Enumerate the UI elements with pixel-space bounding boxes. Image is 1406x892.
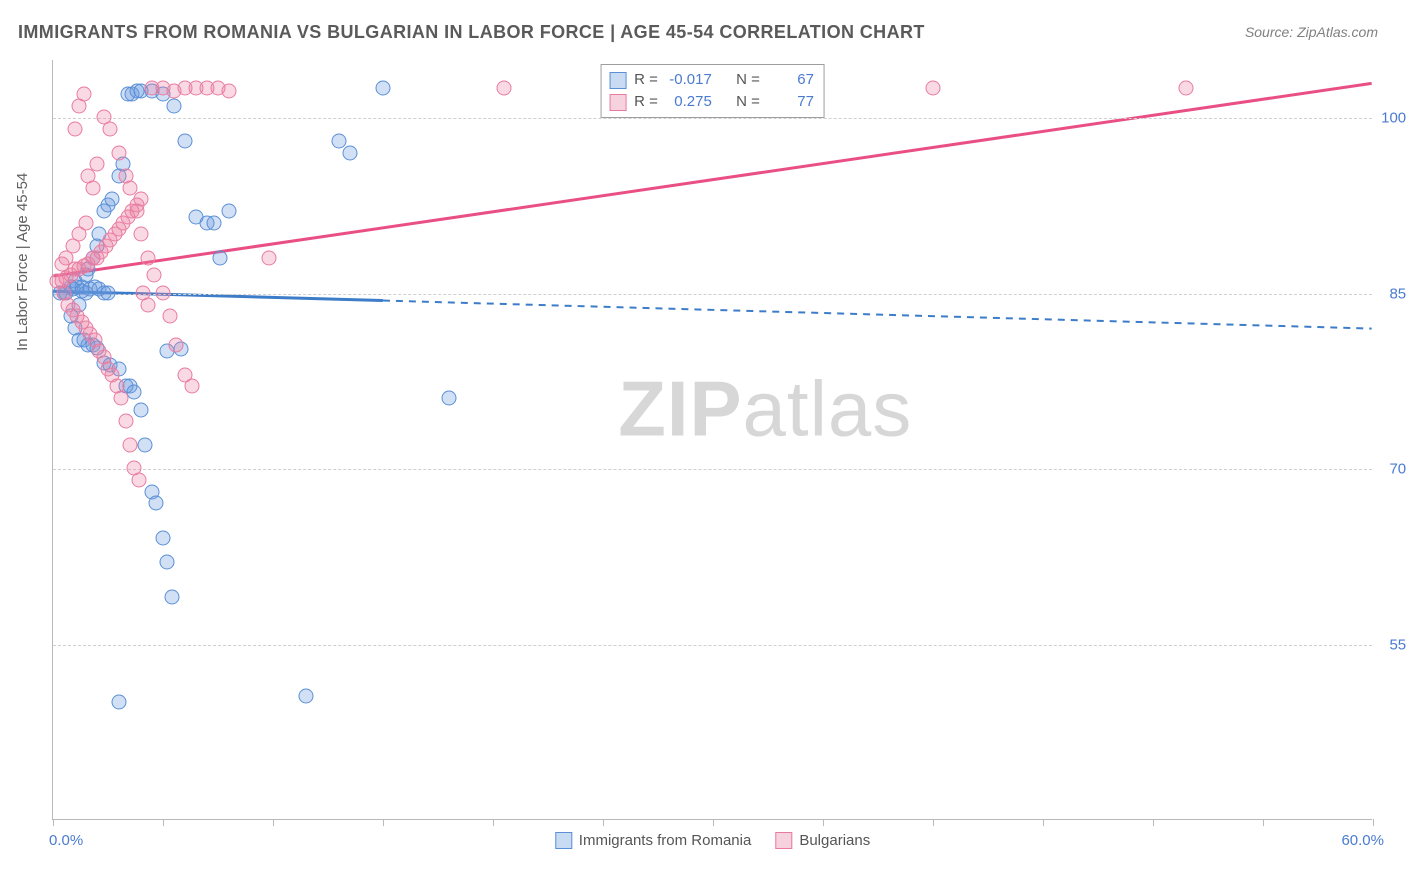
gridline	[53, 469, 1372, 470]
data-point-romania	[149, 496, 164, 511]
y-tick-label: 70.0%	[1376, 461, 1406, 478]
x-tick	[933, 819, 934, 826]
legend-item-bulgaria: Bulgarians	[775, 832, 870, 849]
data-point-bulgaria	[114, 391, 129, 406]
data-point-romania	[178, 133, 193, 148]
data-point-romania	[105, 192, 120, 207]
data-point-bulgaria	[123, 180, 138, 195]
x-tick	[383, 819, 384, 826]
data-point-bulgaria	[90, 157, 105, 172]
data-point-romania	[138, 437, 153, 452]
data-point-romania	[112, 695, 127, 710]
legend-label: Immigrants from Romania	[579, 832, 752, 849]
x-tick	[163, 819, 164, 826]
x-tick	[1153, 819, 1154, 826]
trendlines-layer	[53, 60, 1372, 819]
legend-label: Bulgarians	[799, 832, 870, 849]
x-tick	[493, 819, 494, 826]
data-point-romania	[134, 402, 149, 417]
x-tick	[1263, 819, 1264, 826]
data-point-bulgaria	[68, 122, 83, 137]
data-point-bulgaria	[76, 87, 91, 102]
data-point-bulgaria	[131, 472, 146, 487]
data-point-romania	[442, 391, 457, 406]
gridline	[53, 645, 1372, 646]
data-point-bulgaria	[169, 338, 184, 353]
plot-area: ZIPatlas R = -0.017 N = 67 R = 0.275 N =…	[52, 60, 1372, 820]
y-tick-label: 100.0%	[1376, 110, 1406, 127]
data-point-bulgaria	[85, 180, 100, 195]
source-attribution: Source: ZipAtlas.com	[1245, 24, 1378, 40]
legend-row-romania: R = -0.017 N = 67	[609, 69, 814, 91]
data-point-bulgaria	[261, 250, 276, 265]
trendline-romania-dashed	[383, 301, 1372, 329]
data-point-bulgaria	[112, 145, 127, 160]
swatch-pink	[609, 94, 626, 111]
data-point-romania	[343, 145, 358, 160]
y-tick-label: 55.0%	[1376, 636, 1406, 653]
x-tick	[603, 819, 604, 826]
data-point-romania	[222, 204, 237, 219]
data-point-bulgaria	[156, 285, 171, 300]
x-tick	[823, 819, 824, 826]
data-point-bulgaria	[118, 414, 133, 429]
data-point-romania	[127, 385, 142, 400]
legend-item-romania: Immigrants from Romania	[555, 832, 752, 849]
y-tick-label: 85.0%	[1376, 285, 1406, 302]
watermark: ZIPatlas	[618, 364, 912, 455]
gridline	[53, 118, 1372, 119]
data-point-bulgaria	[162, 309, 177, 324]
correlation-legend: R = -0.017 N = 67 R = 0.275 N = 77	[600, 64, 825, 118]
data-point-romania	[160, 554, 175, 569]
swatch-blue	[609, 72, 626, 89]
data-point-bulgaria	[497, 81, 512, 96]
data-point-romania	[376, 81, 391, 96]
data-point-bulgaria	[79, 215, 94, 230]
data-point-romania	[213, 250, 228, 265]
data-point-bulgaria	[140, 250, 155, 265]
gridline	[53, 294, 1372, 295]
x-tick	[713, 819, 714, 826]
data-point-romania	[101, 285, 116, 300]
x-axis-min-label: 0.0%	[49, 832, 83, 849]
data-point-romania	[206, 215, 221, 230]
data-point-bulgaria	[147, 268, 162, 283]
correlation-chart: IMMIGRANTS FROM ROMANIA VS BULGARIAN IN …	[0, 0, 1406, 892]
data-point-romania	[299, 689, 314, 704]
x-tick	[273, 819, 274, 826]
chart-title: IMMIGRANTS FROM ROMANIA VS BULGARIAN IN …	[18, 22, 925, 43]
data-point-bulgaria	[103, 122, 118, 137]
swatch-pink	[775, 832, 792, 849]
series-legend: Immigrants from Romania Bulgarians	[555, 832, 870, 849]
data-point-bulgaria	[926, 81, 941, 96]
x-tick	[53, 819, 54, 826]
x-tick	[1373, 819, 1374, 826]
data-point-romania	[167, 98, 182, 113]
data-point-romania	[156, 531, 171, 546]
x-axis-max-label: 60.0%	[1341, 832, 1384, 849]
legend-row-bulgaria: R = 0.275 N = 77	[609, 91, 814, 113]
data-point-bulgaria	[134, 227, 149, 242]
swatch-blue	[555, 832, 572, 849]
y-axis-label: In Labor Force | Age 45-54	[14, 173, 31, 351]
data-point-romania	[164, 589, 179, 604]
data-point-bulgaria	[1179, 81, 1194, 96]
data-point-bulgaria	[222, 83, 237, 98]
data-point-bulgaria	[184, 379, 199, 394]
data-point-bulgaria	[123, 437, 138, 452]
data-point-bulgaria	[140, 297, 155, 312]
data-point-bulgaria	[129, 204, 144, 219]
x-tick	[1043, 819, 1044, 826]
